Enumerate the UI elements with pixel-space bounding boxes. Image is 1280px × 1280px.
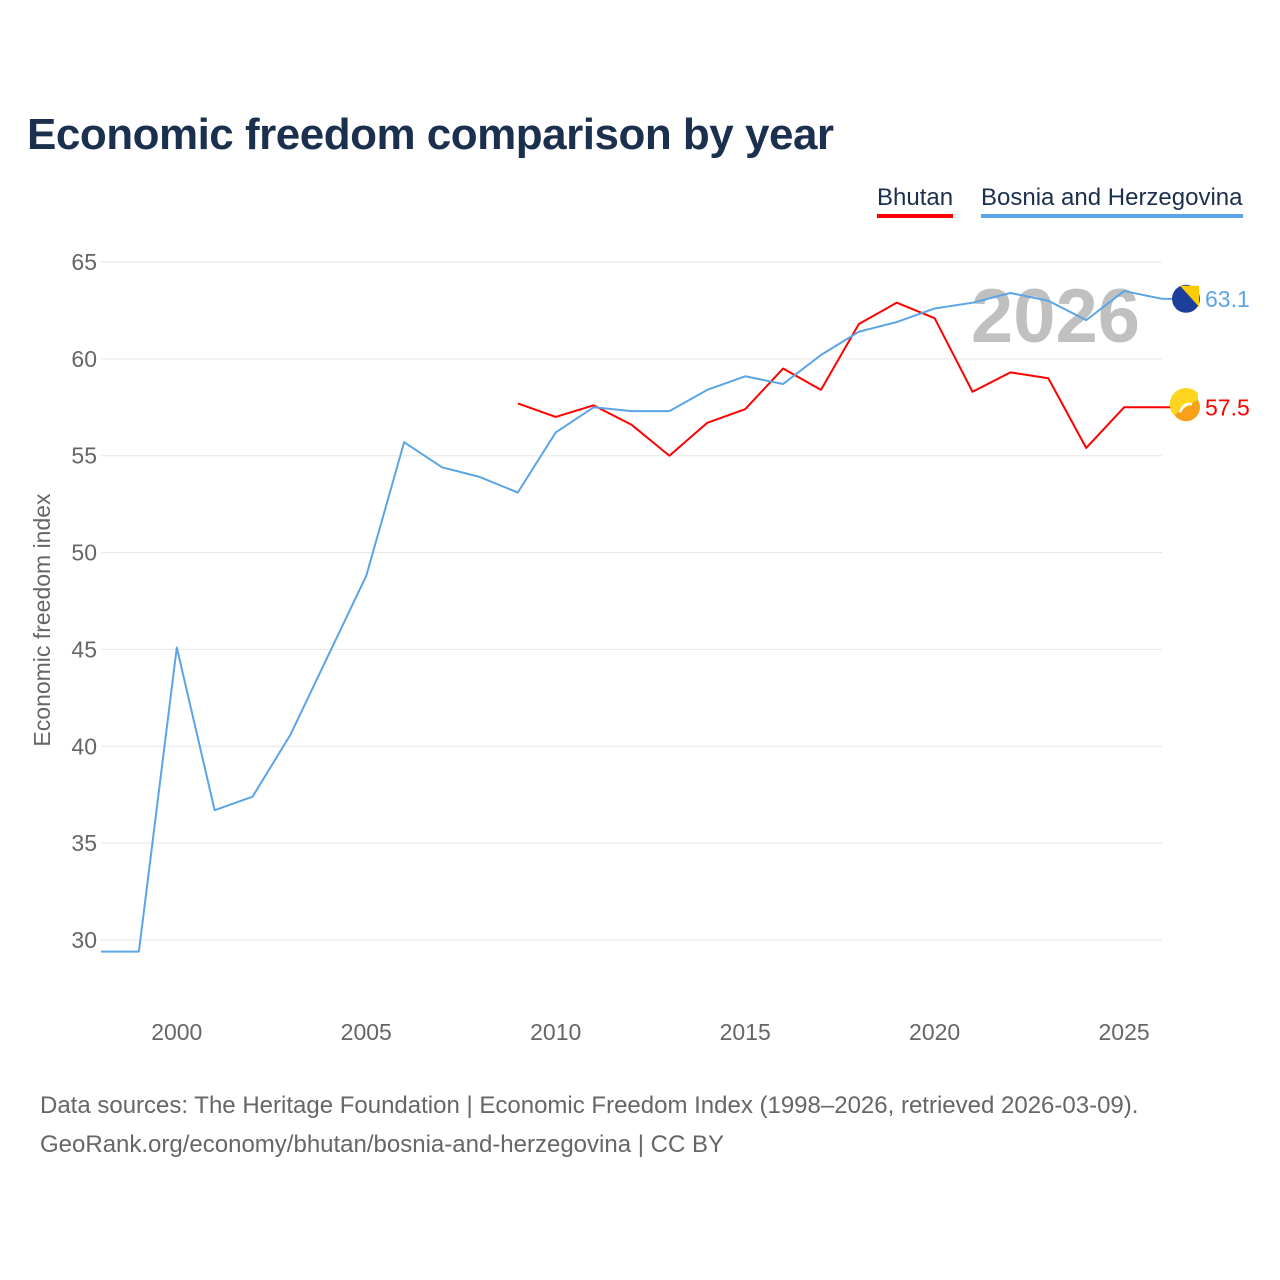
x-tick-label: 2025 bbox=[1099, 1019, 1150, 1045]
x-tick-label: 2010 bbox=[530, 1019, 581, 1045]
y-tick-label: 30 bbox=[71, 927, 97, 953]
end-value-label: 63.1 bbox=[1205, 286, 1250, 312]
source-line-1: Data sources: The Heritage Foundation | … bbox=[40, 1092, 1139, 1119]
y-axis-label: Economic freedom index bbox=[29, 493, 55, 747]
source-line-2[interactable]: GeoRank.org/economy/bhutan/bosnia-and-he… bbox=[40, 1131, 724, 1158]
legend-bosnia[interactable]: Bosnia and Herzegovina bbox=[981, 184, 1243, 218]
x-tick-label: 2015 bbox=[720, 1019, 771, 1045]
y-tick-label: 50 bbox=[71, 540, 97, 566]
y-tick-label: 45 bbox=[71, 636, 97, 662]
y-tick-label: 35 bbox=[71, 830, 97, 856]
y-tick-label: 40 bbox=[71, 733, 97, 759]
flag-part bbox=[1169, 388, 1198, 416]
y-tick-label: 60 bbox=[71, 346, 97, 372]
series-line-bhutan bbox=[517, 301, 1162, 457]
x-tick-label: 2020 bbox=[909, 1019, 960, 1045]
year-watermark: 2026 bbox=[971, 274, 1140, 359]
flag-part bbox=[1180, 285, 1199, 307]
series-line-bosnia bbox=[101, 290, 1163, 953]
legend-bhutan[interactable]: Bhutan bbox=[877, 184, 954, 218]
chart-title: Economic freedom comparison by year bbox=[27, 110, 834, 159]
x-tick-label: 2000 bbox=[151, 1019, 202, 1045]
source-note: Data sources: The Heritage Foundation | … bbox=[40, 1086, 1138, 1164]
end-value-label: 57.5 bbox=[1205, 394, 1250, 420]
flag-dragon bbox=[1178, 402, 1193, 413]
x-tick-label: 2005 bbox=[341, 1019, 392, 1045]
y-tick-label: 65 bbox=[71, 249, 97, 275]
y-tick-label: 55 bbox=[71, 443, 97, 469]
